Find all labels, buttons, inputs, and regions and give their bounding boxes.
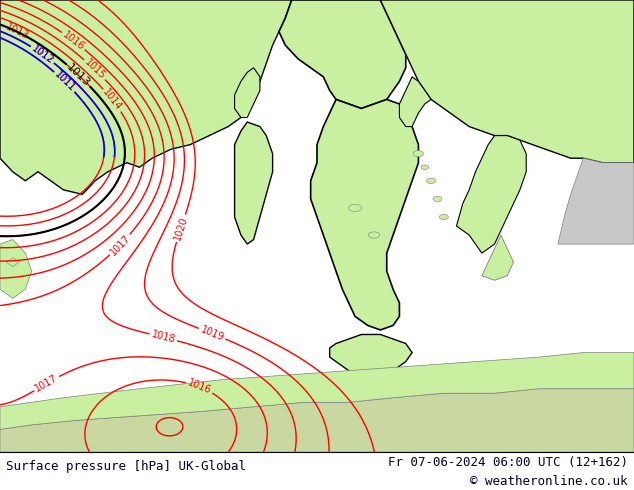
- Text: 1017: 1017: [108, 233, 133, 257]
- Polygon shape: [235, 122, 273, 244]
- Text: Surface pressure [hPa] UK-Global: Surface pressure [hPa] UK-Global: [6, 460, 247, 473]
- Ellipse shape: [421, 165, 429, 170]
- Polygon shape: [380, 0, 634, 163]
- Polygon shape: [0, 240, 32, 298]
- Polygon shape: [6, 258, 19, 267]
- Text: Fr 07-06-2024 06:00 UTC (12+162): Fr 07-06-2024 06:00 UTC (12+162): [387, 456, 628, 469]
- Text: 1012: 1012: [30, 43, 56, 66]
- Text: 1019: 1019: [199, 324, 225, 343]
- Polygon shape: [0, 0, 292, 195]
- Text: 1020: 1020: [172, 215, 190, 242]
- Polygon shape: [482, 235, 514, 280]
- Text: 1012: 1012: [30, 43, 56, 66]
- Polygon shape: [558, 158, 634, 244]
- Polygon shape: [399, 77, 431, 126]
- Text: 1014: 1014: [101, 87, 124, 113]
- Ellipse shape: [439, 214, 448, 220]
- Ellipse shape: [368, 232, 380, 238]
- Text: 1011: 1011: [52, 70, 77, 94]
- Text: 1013: 1013: [65, 62, 92, 88]
- Text: 1013: 1013: [4, 22, 30, 42]
- Ellipse shape: [349, 204, 361, 212]
- Ellipse shape: [433, 196, 442, 201]
- Text: © weatheronline.co.uk: © weatheronline.co.uk: [470, 475, 628, 488]
- Polygon shape: [456, 136, 526, 253]
- Text: 1011: 1011: [52, 70, 77, 94]
- Polygon shape: [279, 0, 406, 108]
- Ellipse shape: [427, 178, 436, 184]
- Polygon shape: [235, 68, 260, 118]
- Polygon shape: [0, 389, 634, 452]
- Text: 1016: 1016: [61, 29, 86, 52]
- Polygon shape: [330, 335, 412, 375]
- Text: 1016: 1016: [186, 378, 213, 396]
- Polygon shape: [0, 353, 634, 429]
- Text: 1017: 1017: [34, 373, 60, 394]
- Text: 1015: 1015: [82, 57, 107, 82]
- Ellipse shape: [413, 150, 424, 157]
- Polygon shape: [311, 99, 418, 330]
- Text: 1018: 1018: [150, 329, 176, 345]
